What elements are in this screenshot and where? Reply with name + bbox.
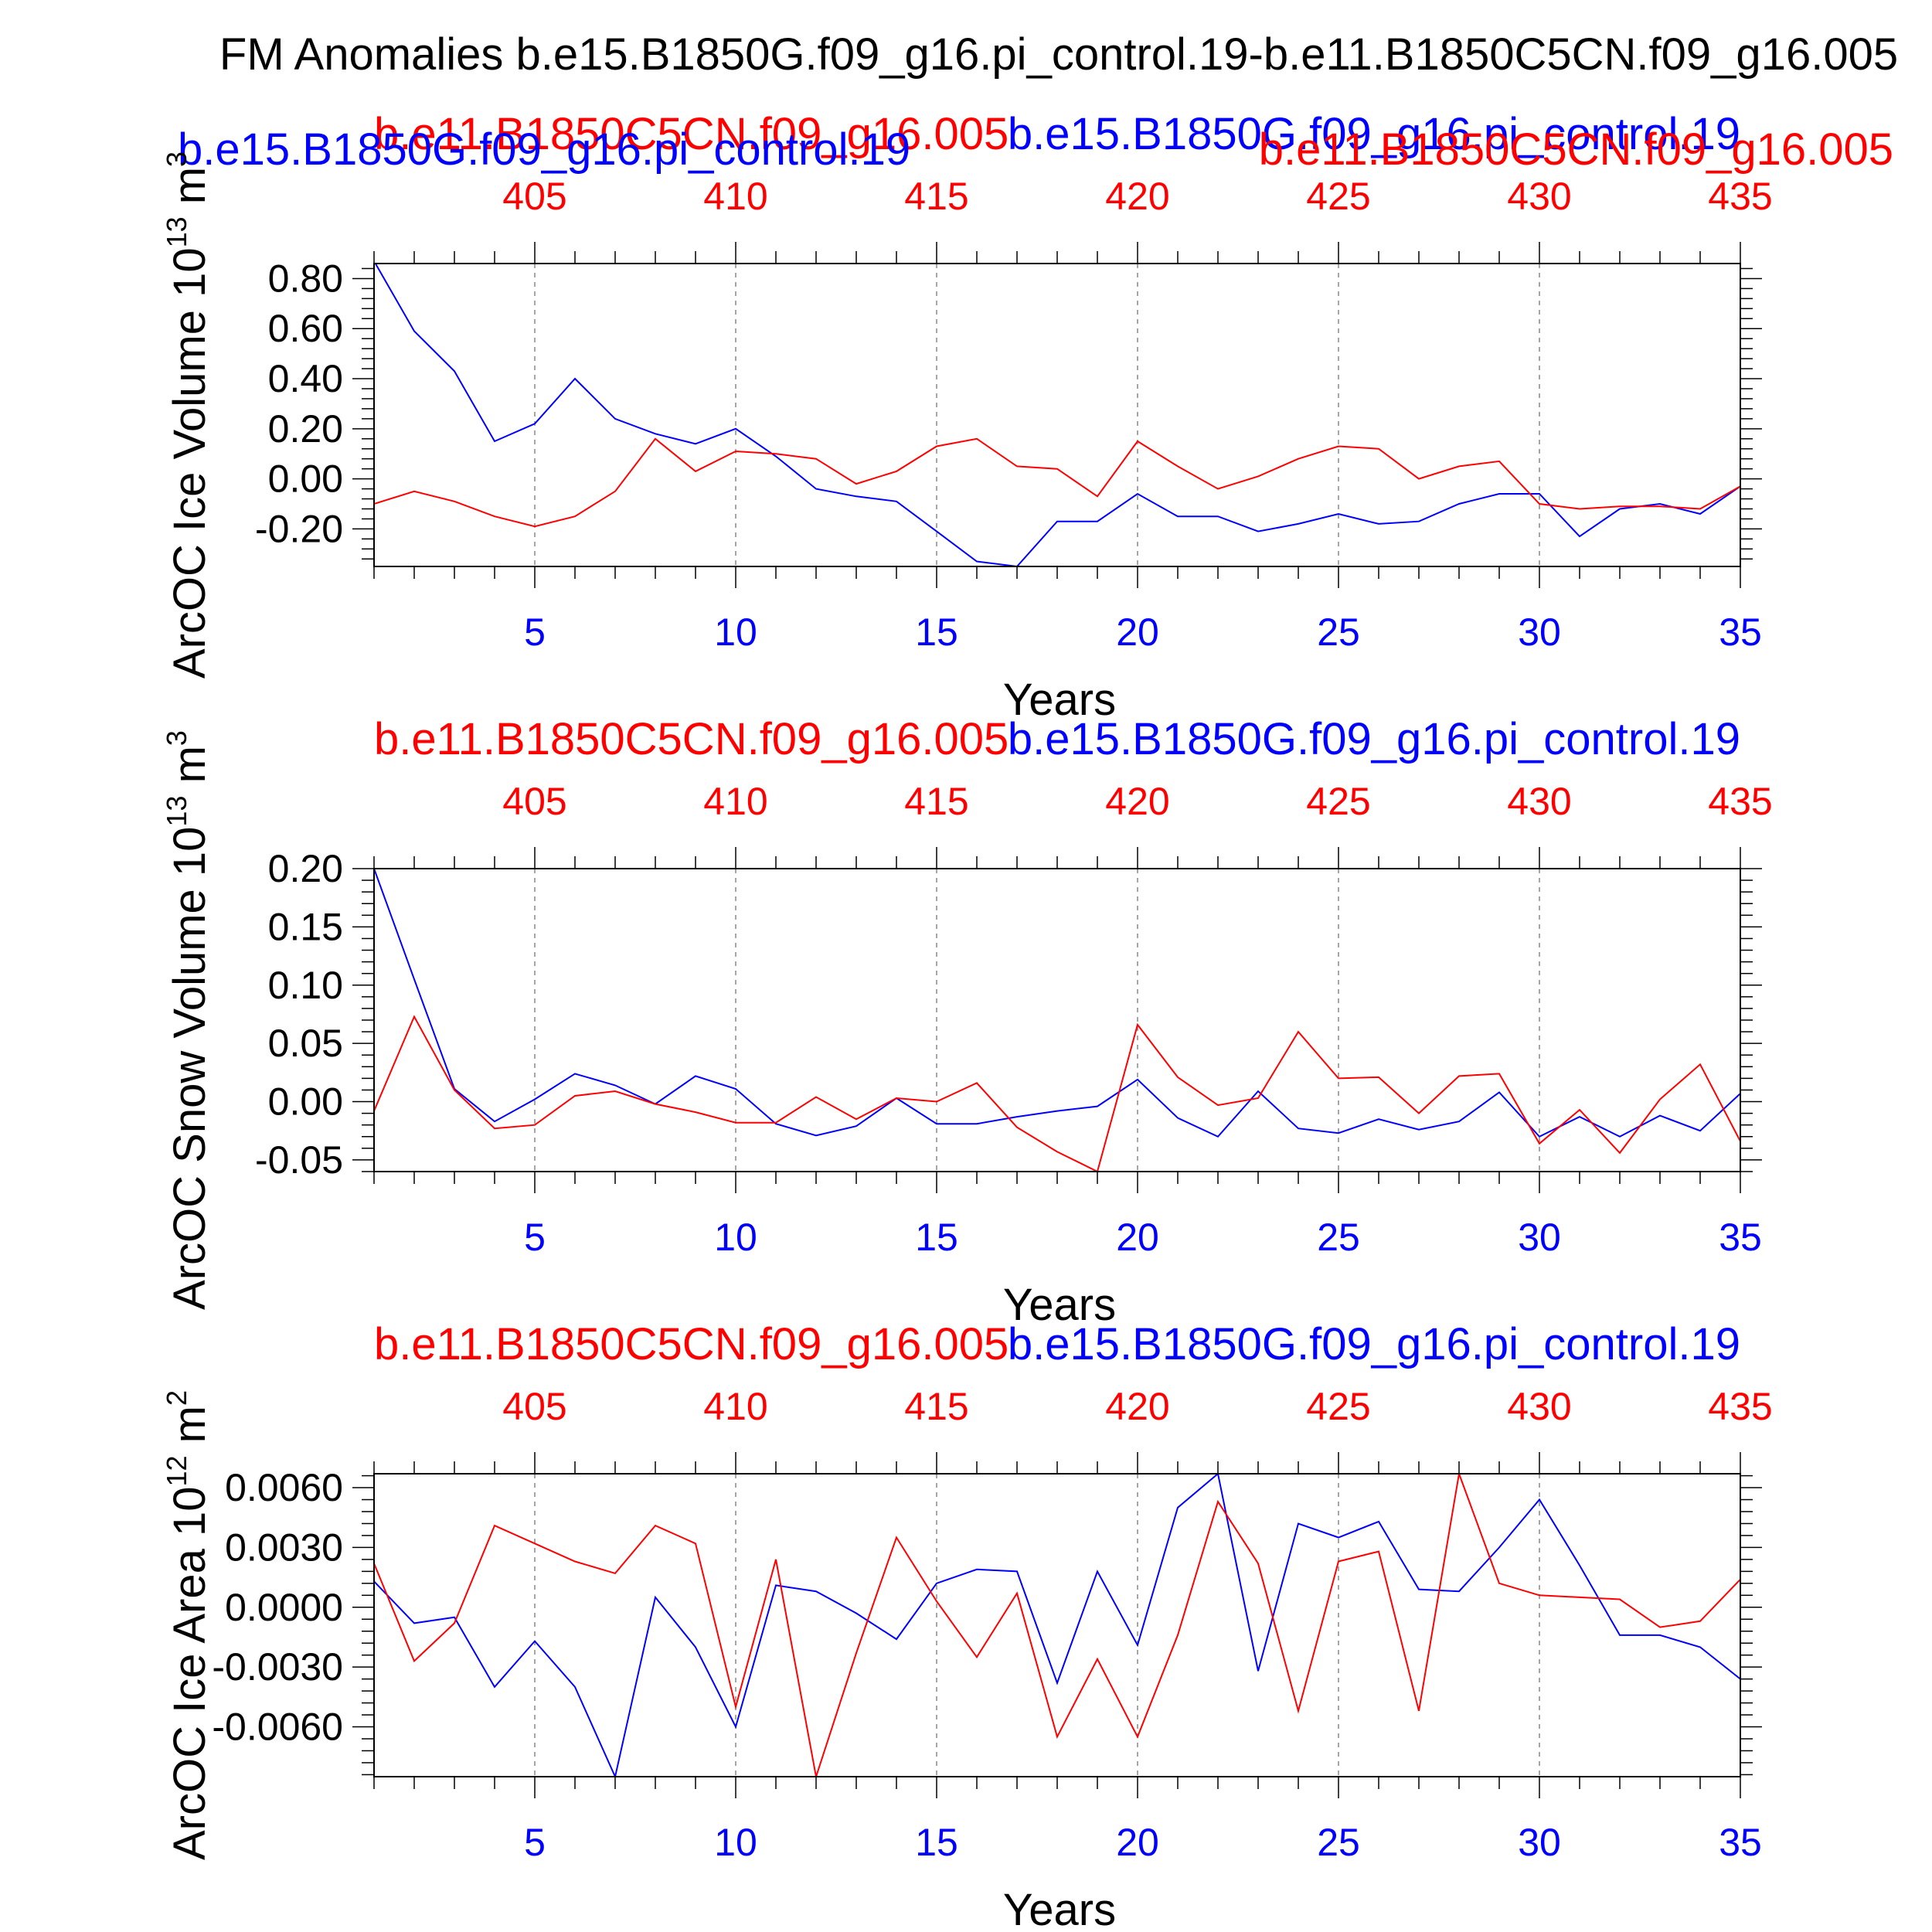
header-label-right: b.e15.B1850G.f09_g16.pi_control.19 xyxy=(1008,109,1740,159)
y-axis-label: ArcOC Ice Volume 1013 m3 xyxy=(161,151,215,679)
chart-panel-3: -0.0060 -0.0030 0.0000 0.0030 0.0060 5 10 15 20 2… xyxy=(161,1319,1773,1932)
chart-panel-1: -0.20 0.00 0.20 0.40 0.60 0.80 5 10 15 20 25 30 35 40… xyxy=(161,109,1893,725)
x-tick-label-bottom: 15 xyxy=(915,611,958,654)
series-line-blue xyxy=(374,264,1740,566)
chart-panel-2: -0.05 0.00 0.05 0.10 0.15 0.20 5 10 15 20 25 30 35 40… xyxy=(161,714,1773,1330)
x-tick-label-bottom: 20 xyxy=(1116,611,1159,654)
header-label-right: b.e15.B1850G.f09_g16.pi_control.19 xyxy=(1008,714,1740,764)
x-tick-label-bottom: 10 xyxy=(714,1821,757,1864)
x-tick-label-top: 425 xyxy=(1306,1385,1370,1428)
x-tick-label-top: 405 xyxy=(502,1385,566,1428)
x-tick-label-top: 405 xyxy=(502,780,566,823)
x-tick-label-bottom: 5 xyxy=(524,611,546,654)
panels-group: -0.20 0.00 0.20 0.40 0.60 0.80 5 10 15 20 25 30 35 40… xyxy=(161,109,1893,1932)
series-line-blue xyxy=(374,869,1740,1138)
series-line-red xyxy=(374,1015,1740,1172)
x-tick-label-bottom: 20 xyxy=(1116,1821,1159,1864)
series-line-blue xyxy=(374,1474,1740,1777)
header-label-extra-2: b.e11.B1850C5CN.f09_g16.005 xyxy=(1259,124,1893,175)
x-tick-label-bottom: 25 xyxy=(1317,1821,1360,1864)
x-tick-label-top: 420 xyxy=(1105,175,1169,218)
plot-frame xyxy=(373,263,1741,567)
x-tick-label-top: 430 xyxy=(1507,175,1571,218)
x-tick-label-top: 435 xyxy=(1708,780,1772,823)
x-tick-label-top: 415 xyxy=(904,780,968,823)
x-tick-label-top: 405 xyxy=(502,175,566,218)
x-tick-label-bottom: 25 xyxy=(1317,611,1360,654)
x-axis-label: Years xyxy=(1003,1280,1116,1330)
header-label-extra-1: b.e15.B1850G.f09_g16.pi_control.19 xyxy=(178,124,910,175)
y-tick-label: 0.15 xyxy=(268,905,343,948)
x-tick-label-bottom: 20 xyxy=(1116,1216,1159,1259)
y-axis-label: ArcOC Ice Area 1012 m2 xyxy=(161,1390,215,1860)
y-tick-label: 0.20 xyxy=(268,847,343,890)
x-tick-label-top: 435 xyxy=(1708,1385,1772,1428)
x-tick-label-top: 425 xyxy=(1306,175,1370,218)
x-tick-label-bottom: 15 xyxy=(915,1821,958,1864)
y-tick-label: -0.0060 xyxy=(212,1706,343,1749)
y-tick-label: 0.0030 xyxy=(225,1526,343,1569)
x-tick-label-top: 435 xyxy=(1708,175,1772,218)
x-tick-label-top: 410 xyxy=(703,175,767,218)
x-tick-label-bottom: 30 xyxy=(1518,1821,1561,1864)
page-title: FM Anomalies b.e15.B1850G.f09_g16.pi_con… xyxy=(219,29,1898,80)
y-tick-label: 0.40 xyxy=(268,357,343,400)
x-tick-label-bottom: 25 xyxy=(1317,1216,1360,1259)
header-label-left: b.e11.B1850C5CN.f09_g16.005 xyxy=(374,109,1009,159)
x-tick-label-bottom: 5 xyxy=(524,1216,546,1259)
plot-frame xyxy=(373,868,1741,1172)
x-tick-label-bottom: 5 xyxy=(524,1821,546,1864)
x-tick-label-top: 415 xyxy=(904,1385,968,1428)
y-tick-label: 0.20 xyxy=(268,407,343,451)
y-tick-label: -0.05 xyxy=(255,1138,343,1182)
x-tick-label-bottom: 35 xyxy=(1719,1821,1762,1864)
x-tick-label-top: 425 xyxy=(1306,780,1370,823)
header-label-right: b.e15.B1850G.f09_g16.pi_control.19 xyxy=(1008,1319,1740,1369)
y-tick-label: 0.0060 xyxy=(225,1466,343,1509)
y-tick-label: 0.00 xyxy=(268,457,343,501)
series-line-red xyxy=(374,437,1740,528)
header-label-left: b.e11.B1850C5CN.f09_g16.005 xyxy=(374,714,1009,764)
x-tick-label-bottom: 30 xyxy=(1518,611,1561,654)
x-tick-label-top: 415 xyxy=(904,175,968,218)
x-tick-label-top: 410 xyxy=(703,1385,767,1428)
x-axis-label: Years xyxy=(1003,675,1116,725)
x-tick-label-bottom: 15 xyxy=(915,1216,958,1259)
x-tick-label-top: 410 xyxy=(703,780,767,823)
y-tick-label: -0.0030 xyxy=(212,1645,343,1689)
y-tick-label: -0.20 xyxy=(255,507,343,550)
x-tick-label-bottom: 35 xyxy=(1719,1216,1762,1259)
y-axis-label: ArcOC Snow Volume 1013 m3 xyxy=(161,730,215,1310)
x-tick-label-bottom: 10 xyxy=(714,1216,757,1259)
x-tick-label-bottom: 35 xyxy=(1719,611,1762,654)
y-tick-label: 0.0000 xyxy=(225,1586,343,1629)
series-line-red xyxy=(374,1474,1740,1777)
x-tick-label-top: 420 xyxy=(1105,1385,1169,1428)
x-axis-label: Years xyxy=(1003,1885,1116,1932)
y-tick-label: 0.00 xyxy=(268,1080,343,1124)
y-tick-label: 0.10 xyxy=(268,964,343,1007)
header-label-left: b.e11.B1850C5CN.f09_g16.005 xyxy=(374,1319,1009,1369)
x-tick-label-top: 420 xyxy=(1105,780,1169,823)
x-tick-label-bottom: 10 xyxy=(714,611,757,654)
x-tick-label-top: 430 xyxy=(1507,780,1571,823)
plot-frame xyxy=(373,1473,1741,1777)
x-tick-label-top: 430 xyxy=(1507,1385,1571,1428)
y-tick-label: 0.05 xyxy=(268,1022,343,1065)
x-tick-label-bottom: 30 xyxy=(1518,1216,1561,1259)
y-tick-label: 0.80 xyxy=(268,257,343,300)
y-tick-label: 0.60 xyxy=(268,307,343,350)
